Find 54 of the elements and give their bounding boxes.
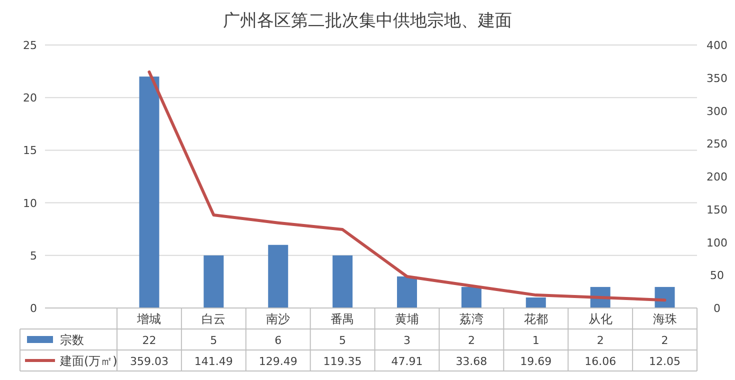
y-tick-label: 20 — [23, 92, 37, 105]
x-tick-label: 南沙 — [266, 312, 290, 326]
x-tick-label: 白云 — [202, 312, 226, 326]
y2-tick-label: 150 — [706, 203, 728, 216]
x-tick-label: 黄埔 — [395, 312, 419, 326]
data-label: 22 — [142, 334, 156, 347]
y-tick-label: 5 — [30, 249, 37, 262]
y2-tick-label: 350 — [706, 72, 728, 85]
data-label: 141.49 — [194, 355, 233, 368]
x-tick-label: 海珠 — [652, 312, 677, 326]
data-label: 6 — [274, 334, 282, 347]
bar — [139, 76, 160, 308]
y2-tick-label: 0 — [714, 302, 720, 315]
y2-tick-label: 400 — [706, 39, 728, 52]
data-label: 2 — [661, 334, 668, 347]
y2-tick-label: 50 — [710, 269, 724, 282]
data-label: 119.35 — [323, 355, 362, 368]
data-label: 1 — [532, 334, 540, 347]
bar — [332, 255, 353, 308]
y2-tick-label: 250 — [706, 138, 728, 151]
data-label: 2 — [468, 334, 475, 347]
y-tick-label: 25 — [23, 39, 37, 52]
bar — [268, 244, 288, 308]
legend-label: 宗数 — [60, 333, 84, 347]
data-label: 19.69 — [520, 355, 552, 368]
y2-tick-label: 200 — [706, 170, 728, 184]
bar — [397, 276, 417, 308]
y-tick-label: 10 — [23, 196, 37, 210]
x-tick-label: 番禺 — [330, 312, 355, 326]
x-tick-label: 荔湾 — [459, 312, 484, 326]
data-label: 129.49 — [258, 355, 298, 368]
x-tick-label: 增城 — [136, 312, 162, 326]
data-label: 359.03 — [130, 355, 168, 368]
bar — [204, 255, 224, 308]
data-label: 12.05 — [649, 355, 681, 368]
chart-title: 广州各区第二批次集中供地宗地、建面 — [223, 11, 512, 31]
data-label: 5 — [210, 334, 218, 347]
data-label: 16.06 — [584, 355, 616, 368]
bar — [526, 297, 546, 308]
data-label: 2 — [596, 334, 604, 347]
bar — [654, 286, 675, 308]
x-tick-label: 花都 — [524, 312, 548, 326]
x-tick-label: 从化 — [588, 312, 612, 326]
y2-tick-label: 100 — [706, 236, 728, 250]
data-label: 47.91 — [391, 355, 423, 368]
legend-label: 建面(万㎡) — [59, 354, 118, 368]
y2-tick-label: 300 — [706, 104, 728, 118]
line-series — [148, 70, 666, 302]
data-label: 3 — [404, 334, 410, 347]
bar — [461, 286, 482, 308]
data-label: 33.68 — [456, 355, 488, 368]
data-label: 5 — [339, 334, 346, 347]
y-tick-label: 0 — [30, 302, 37, 315]
y-tick-label: 15 — [23, 144, 37, 158]
